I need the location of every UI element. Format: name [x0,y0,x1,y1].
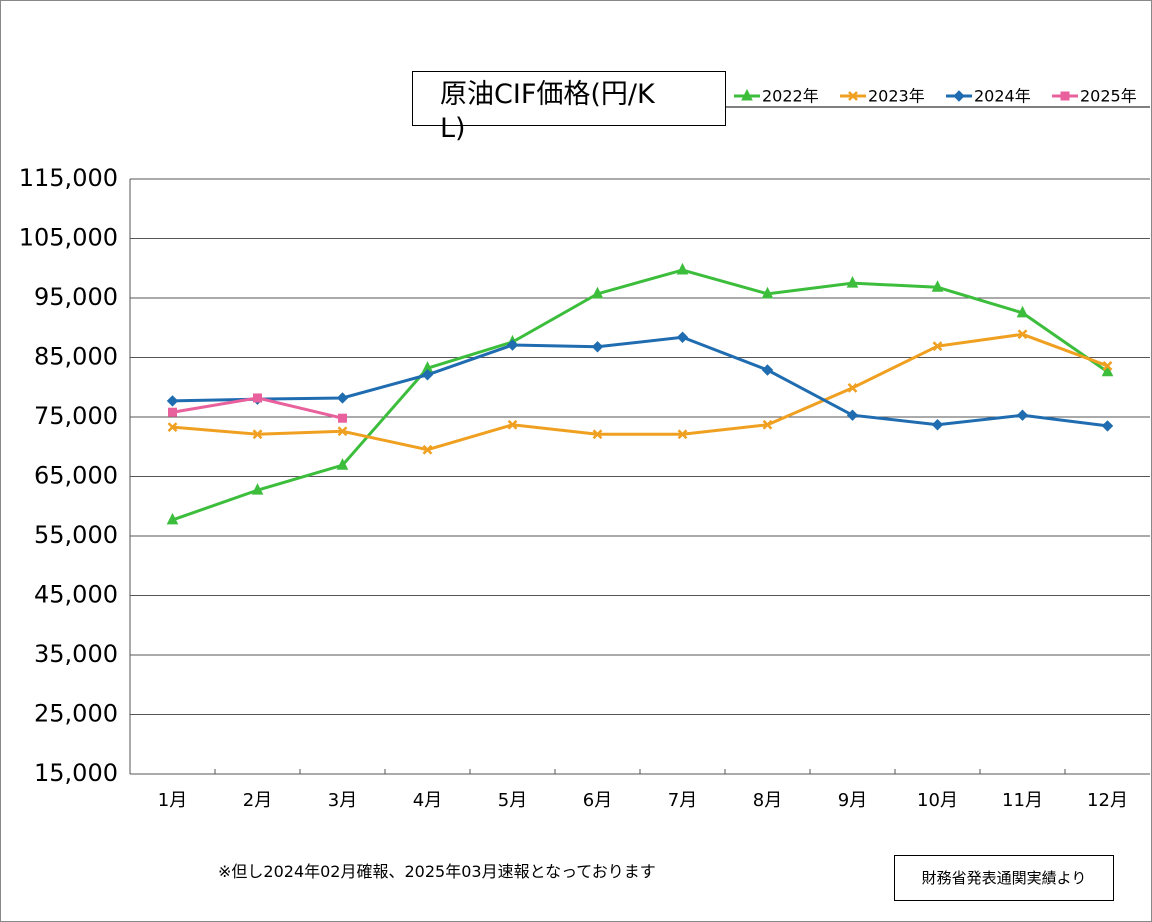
legend-marker [953,90,965,102]
legend-label: 2023年 [868,87,925,106]
marker [336,458,349,470]
marker [931,280,944,292]
marker [591,286,604,299]
marker [592,429,603,440]
legend-marker [741,88,753,101]
marker [1016,409,1029,421]
title-box: 原油CIF価格(円/KL) [412,71,726,144]
y-tick-label: 75,000 [34,402,118,430]
source: 財務省発表通関実績より [894,855,1114,901]
y-tick-label: 35,000 [34,640,118,668]
legend-marker [848,91,858,101]
y-tick-label: 15,000 [34,759,118,787]
marker [422,444,433,455]
chart-title: 原油CIF価格(円/KL) [440,79,655,144]
marker [253,393,262,403]
marker [166,395,179,407]
marker [677,429,688,440]
x-tick-label: 1月 [158,790,187,811]
y-tick-label: 65,000 [34,462,118,490]
marker [252,429,263,440]
marker [421,369,434,381]
marker [336,392,349,404]
x-tick-label: 9月 [838,790,867,811]
legend-label: 2024年 [974,87,1031,106]
marker [338,413,347,423]
y-tick-label: 45,000 [34,581,118,609]
series-line [172,335,1108,428]
marker [168,407,177,417]
y-tick-label: 85,000 [34,343,118,371]
marker [676,262,689,275]
marker [507,419,518,430]
marker [167,422,178,432]
marker [591,341,604,353]
x-tick-label: 12月 [1087,790,1128,811]
marker [847,382,858,393]
note: ※但し2024年02月確報、2025年03月速報となっております [218,862,656,881]
marker [1101,420,1114,432]
x-tick-label: 8月 [753,790,782,811]
legend-label: 2022年 [762,87,819,106]
y-tick-label: 105,000 [19,224,118,252]
legend-label: 2025年 [1080,87,1137,106]
x-tick-label: 2月 [243,790,272,811]
marker [932,341,943,352]
y-tick-label: 95,000 [34,283,118,311]
marker [251,483,264,495]
x-tick-label: 3月 [328,790,357,811]
marker [1017,329,1028,340]
y-tick-label: 25,000 [34,700,118,728]
series-line [172,332,1109,452]
marker [762,419,773,430]
marker [761,286,774,299]
x-tick-label: 11月 [1002,790,1043,811]
x-tick-label: 5月 [498,790,527,811]
marker [846,409,859,421]
marker [761,364,774,376]
x-tick-label: 10月 [917,790,958,811]
y-tick-label: 55,000 [34,521,118,549]
marker [931,419,944,431]
marker [506,339,519,351]
marker [166,512,179,525]
marker [1016,305,1029,318]
marker [676,331,689,343]
marker [846,276,859,288]
x-tick-label: 4月 [413,790,442,811]
x-tick-label: 7月 [668,790,697,811]
marker [337,426,348,437]
y-tick-label: 115,000 [19,164,118,192]
marker [1102,360,1113,371]
legend-marker [1060,91,1070,101]
series-line [172,268,1109,522]
marker [1101,364,1114,377]
x-tick-label: 6月 [583,790,612,811]
